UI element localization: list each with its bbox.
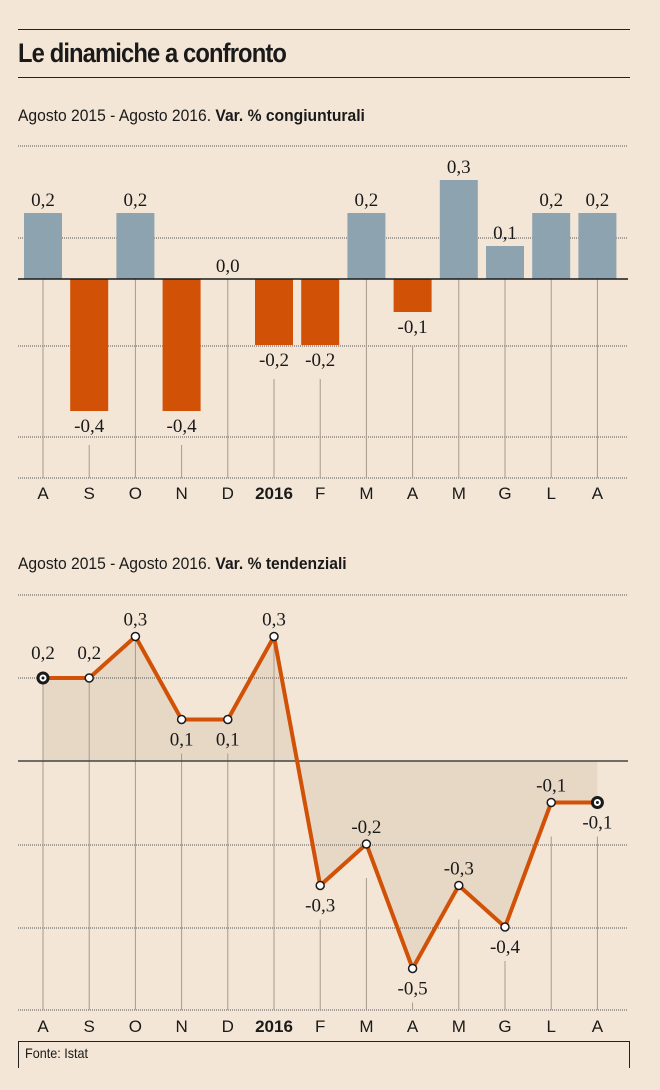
line-x-tick-label: L	[546, 1017, 555, 1036]
bar-data-label: 0,2	[31, 190, 55, 211]
bar-chart: 0,2 -0,4 0,2 -0,4 0,0 -0,2 -0,2 0,2 -0,1 0,3 0,1 0,…	[18, 145, 628, 503]
line-data-label: -0,3	[305, 896, 335, 917]
line-x-tick-label: M	[452, 1017, 466, 1036]
bar-x-tick-label: O	[129, 484, 142, 503]
top-rule	[18, 29, 630, 30]
line-chart: 0,2 0,2 0,3 0,1 0,1 0,3 -0,3 -0,2 -0,5 -0,3 -0,4 -0…	[18, 594, 628, 1036]
data-point	[407, 963, 418, 974]
line-x-tick-label: N	[175, 1017, 187, 1036]
bar	[162, 279, 201, 411]
line-data-label: -0,5	[398, 979, 428, 1000]
endpoint-marker-dot	[41, 676, 45, 680]
bar-chart-subtitle-prefix: Agosto 2015 - Agosto 2016.	[18, 106, 216, 125]
line-x-tick-label: S	[84, 1017, 95, 1036]
line-chart-subtitle-prefix: Agosto 2015 - Agosto 2016.	[18, 554, 216, 573]
line-data-label: -0,2	[351, 817, 381, 838]
line-x-tick-label: D	[222, 1017, 234, 1036]
bar-x-tick-label: M	[359, 484, 373, 503]
line-data-label: -0,1	[536, 776, 566, 797]
line-data-label: -0,1	[582, 813, 612, 834]
line-x-tick-label: A	[37, 1017, 49, 1036]
bar-x-tick-label: S	[84, 484, 95, 503]
bar	[301, 279, 340, 345]
line-area-fill	[43, 636, 598, 969]
source-box: Fonte: Istat	[18, 1041, 630, 1068]
source-label: Fonte: Istat	[25, 1045, 89, 1061]
line-x-tick-label: G	[498, 1017, 511, 1036]
bar-data-label: 0,0	[216, 256, 240, 277]
line-chart-subtitle-bold: Var. % tendenziali	[215, 554, 347, 573]
line-x-tick-label: O	[129, 1017, 142, 1036]
title-rule	[18, 77, 630, 78]
bar	[393, 279, 432, 312]
data-point	[361, 839, 372, 849]
bar	[486, 246, 524, 279]
bar	[255, 279, 293, 345]
bar	[578, 213, 617, 279]
bar-data-label: -0,2	[305, 350, 335, 371]
bar	[347, 213, 386, 279]
bar	[70, 279, 109, 411]
line-x-tick-label: 2016	[255, 1017, 293, 1036]
bar	[24, 213, 62, 279]
line-data-label: 0,1	[170, 730, 194, 751]
bar-x-tick-label: D	[222, 484, 234, 503]
bar-x-tick-label: L	[546, 484, 555, 503]
line-data-label: -0,4	[490, 937, 521, 958]
bar-x-tick-label: N	[175, 484, 187, 503]
bar-x-tick-label: A	[592, 484, 604, 503]
bar-x-tick-label: 2016	[255, 484, 293, 503]
data-point	[500, 922, 510, 932]
line-chart-subtitle: Agosto 2015 - Agosto 2016. Var. % tenden…	[18, 554, 347, 574]
bar-data-label: -0,1	[398, 317, 428, 338]
bar-data-label: 0,2	[586, 190, 610, 211]
data-point	[176, 714, 187, 725]
line-data-label: -0,3	[444, 859, 474, 880]
bar	[439, 180, 478, 279]
line-data-label: 0,2	[77, 643, 101, 664]
data-point	[315, 880, 325, 891]
line-data-label: 0,2	[31, 643, 55, 664]
bar-x-tick-label: A	[407, 484, 419, 503]
line-x-tick-label: A	[407, 1017, 419, 1036]
line-data-label: 0,3	[124, 610, 148, 631]
line-x-tick-label: A	[592, 1017, 604, 1036]
data-point	[454, 880, 464, 891]
data-point	[269, 631, 279, 642]
bar-data-label: -0,4	[167, 416, 198, 437]
bar	[532, 213, 571, 279]
bar-x-tick-label: F	[315, 484, 325, 503]
bar-data-label: 0,3	[447, 157, 471, 178]
line-data-label: 0,1	[216, 730, 240, 751]
line-data-label: 0,3	[262, 610, 286, 631]
data-point	[84, 673, 94, 683]
line-x-tick-label: F	[315, 1017, 325, 1036]
bar-data-label: 0,2	[124, 190, 148, 211]
bar-data-label: 0,2	[355, 190, 379, 211]
bar-data-label: 0,1	[493, 223, 517, 244]
endpoint-marker-dot	[595, 801, 599, 804]
bar-data-label: 0,2	[539, 190, 563, 211]
bar-chart-subtitle-bold: Var. % congiunturali	[215, 106, 365, 125]
bar-data-label: -0,2	[259, 350, 289, 371]
bar-x-tick-label: A	[37, 484, 49, 503]
bar	[116, 213, 155, 279]
data-point	[130, 631, 141, 642]
bar-chart-subtitle: Agosto 2015 - Agosto 2016. Var. % congiu…	[18, 106, 365, 126]
data-point	[546, 797, 556, 808]
data-point	[223, 714, 233, 725]
bar-data-label: -0,4	[74, 416, 105, 437]
line-x-tick-label: M	[359, 1017, 373, 1036]
page-title: Le dinamiche a confronto	[18, 38, 287, 68]
bar-x-tick-label: G	[498, 484, 511, 503]
bar-x-tick-label: M	[452, 484, 466, 503]
